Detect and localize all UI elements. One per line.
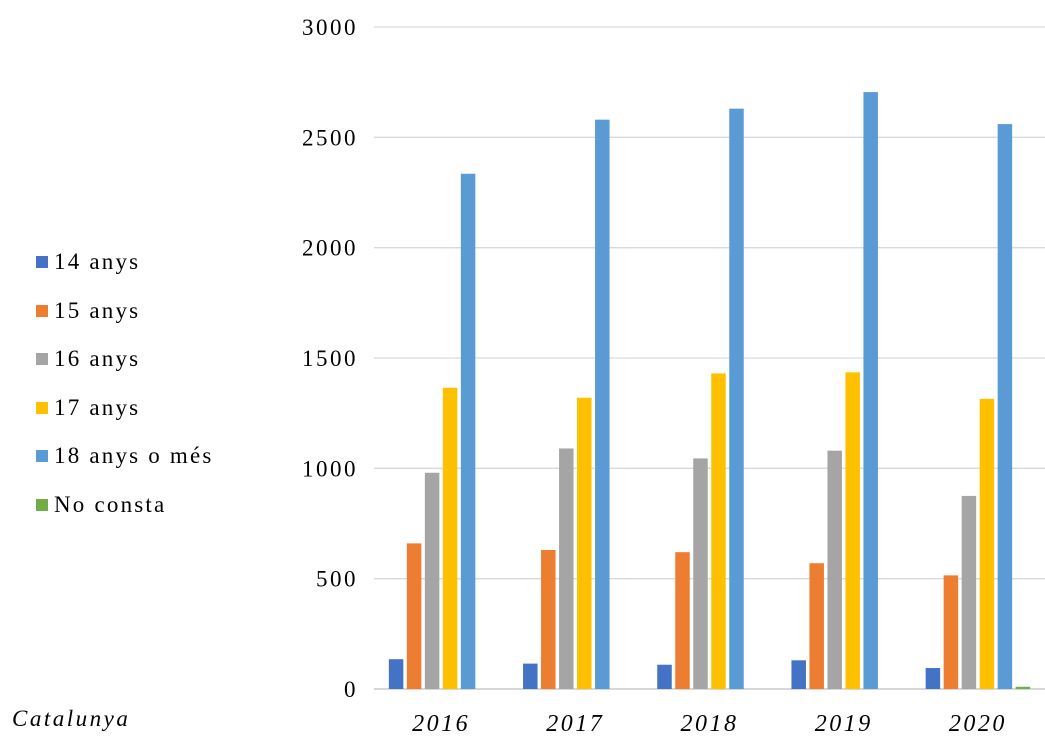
bar-2019-2: [809, 563, 824, 689]
y-tick-label: 1000: [302, 456, 358, 481]
x-tick-label: 2019: [815, 711, 873, 736]
bar-2017-2: [541, 549, 556, 689]
gridlines: [374, 26, 1045, 690]
legend-item: 15 anys: [36, 287, 214, 336]
legend-swatch: [36, 450, 48, 463]
legend-swatch: [36, 498, 48, 511]
bar-2016-4: [442, 387, 458, 689]
legend-label: No consta: [54, 491, 167, 517]
y-axis-ticks: 0 500 1000 1500 2000 2500 3000: [302, 15, 358, 702]
bar-2020-1: [925, 668, 941, 689]
bar-2019-4: [845, 372, 860, 689]
legend-swatch: [36, 256, 48, 269]
bar-2020-3: [961, 495, 977, 689]
region-label: Catalunya: [12, 706, 131, 731]
bar-2020-6: [1015, 686, 1031, 689]
x-tick-label: 2016: [412, 711, 470, 736]
bar-2016-5: [460, 173, 476, 689]
legend-item: No consta: [36, 481, 214, 530]
bar-2017-5: [595, 119, 610, 690]
legend-item: 17 anys: [36, 384, 214, 433]
y-tick-label: 2000: [302, 236, 358, 261]
y-tick-label: 0: [344, 677, 358, 702]
legend-label: 17 anys: [54, 394, 141, 420]
bar-2019-5: [863, 92, 878, 689]
legend-swatch: [36, 401, 48, 414]
bar-2016-2: [406, 543, 422, 689]
y-tick-label: 3000: [302, 15, 358, 40]
y-tick-label: 2500: [302, 125, 358, 150]
bar-2018-1: [657, 664, 672, 689]
bar-2016-3: [424, 472, 440, 689]
legend-label: 14 anys: [54, 249, 141, 275]
bars: [388, 92, 1031, 690]
bar-2016-1: [388, 659, 404, 689]
bar-2020-2: [943, 575, 959, 689]
x-axis-ticks: 2016 2017 2018 2019 2020: [412, 711, 1007, 736]
legend-label: 18 anys o més: [54, 443, 214, 469]
bar-2018-4: [711, 373, 726, 689]
y-tick-label: 500: [316, 567, 358, 592]
x-tick-label: 2020: [949, 711, 1007, 736]
bar-2018-3: [693, 458, 708, 689]
legend-label: 16 anys: [54, 346, 141, 372]
bar-2017-3: [559, 448, 574, 689]
x-tick-label: 2017: [546, 711, 604, 736]
legend-item: 14 anys: [36, 238, 214, 287]
legend-swatch: [36, 353, 48, 366]
bar-2019-1: [791, 660, 806, 689]
x-tick-label: 2018: [681, 711, 739, 736]
bar-2018-5: [729, 108, 744, 689]
bar-2018-2: [675, 552, 690, 689]
legend-label: 15 anys: [54, 297, 141, 323]
bar-2019-3: [827, 450, 842, 689]
legend-item: 16 anys: [36, 335, 214, 384]
bar-2017-1: [523, 663, 538, 689]
legend: 14 anys 15 anys 16 anys 17 anys 18 anys o mé…: [36, 238, 214, 529]
bar-2020-4: [979, 398, 995, 689]
bar-2020-5: [997, 124, 1013, 690]
legend-item: 18 anys o més: [36, 432, 214, 481]
y-tick-label: 1500: [302, 346, 358, 371]
legend-swatch: [36, 304, 48, 317]
bar-2017-4: [577, 397, 592, 689]
